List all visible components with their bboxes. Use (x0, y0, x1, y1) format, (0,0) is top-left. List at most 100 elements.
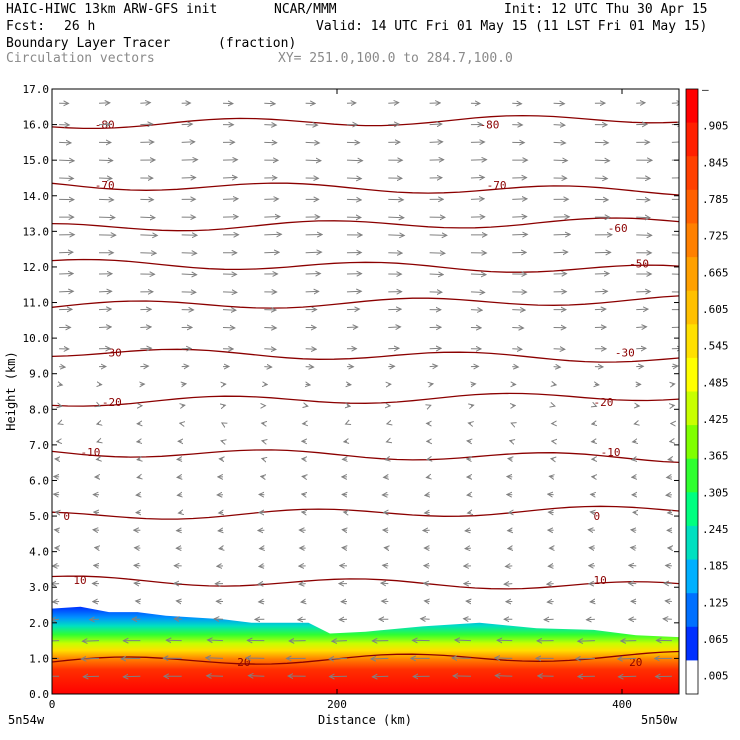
temperature-contour (52, 258, 679, 273)
circulation-vector (59, 384, 62, 385)
circulation-vector (305, 367, 314, 368)
colorbar-segment (686, 156, 698, 191)
circulation-vector (59, 178, 73, 179)
circulation-vector (264, 349, 276, 350)
circulation-vector (258, 584, 265, 585)
contour-label: 0 (594, 510, 601, 523)
circulation-vector (99, 178, 112, 179)
circulation-vector (182, 384, 186, 385)
contour-label: -20 (102, 396, 122, 409)
circulation-vector (347, 406, 350, 407)
colorbar-label: .845 (702, 156, 729, 169)
circulation-vector (344, 512, 347, 513)
y-tick-label: 13.0 (23, 225, 50, 238)
circulation-vector (140, 124, 152, 125)
colorbar-segment (686, 593, 698, 628)
circulation-vector (470, 199, 484, 200)
cross-section-endpoints: XY= 251.0,100.0 to 284.7,100.0 (278, 51, 513, 66)
circulation-vector (97, 441, 99, 442)
circulation-vector (388, 327, 400, 328)
circulation-vector (671, 234, 679, 236)
contour-label: -60 (608, 222, 628, 235)
contour-label: -80 (95, 119, 115, 132)
circulation-vector (430, 384, 433, 385)
circulation-vector (97, 424, 99, 425)
circulation-vector (465, 530, 472, 531)
circulation-vector (305, 274, 321, 275)
circulation-vector (429, 124, 442, 125)
circulation-vector (381, 583, 389, 584)
circulation-vector (594, 291, 607, 292)
colorbar-label: .605 (702, 303, 729, 316)
circulation-vector (468, 513, 471, 514)
circulation-vector (425, 495, 430, 496)
circulation-vector (179, 513, 182, 514)
circulation-vector (632, 459, 636, 460)
y-tick-label: 12.0 (23, 261, 50, 274)
circulation-vector (512, 199, 527, 200)
circulation-vector (512, 103, 521, 104)
x-axis-title: Distance (km) (318, 713, 412, 727)
circulation-vector (219, 513, 223, 514)
y-tick-label: 16.0 (23, 119, 50, 132)
circulation-vector (547, 584, 554, 585)
colorbar-segment (686, 357, 698, 392)
circulation-vector (470, 274, 486, 275)
left-endpoint-label: 5n54w (8, 713, 45, 727)
circulation-vector (301, 601, 306, 602)
circulation-vector (261, 476, 265, 477)
temperature-contour (52, 650, 679, 665)
circulation-vector (594, 178, 607, 179)
circulation-vector (421, 619, 430, 620)
circulation-vector (208, 640, 224, 641)
circulation-vector (388, 348, 399, 349)
circulation-vector (181, 160, 198, 161)
circulation-vector (259, 566, 265, 567)
circulation-vector (592, 424, 595, 425)
colorbar-label: .245 (702, 523, 729, 536)
circulation-vector (504, 584, 513, 585)
circulation-vector (264, 327, 276, 328)
colorbar-segment (686, 492, 698, 527)
circulation-vector (342, 530, 347, 531)
circulation-vector (468, 423, 471, 424)
y-tick-label: 5.0 (29, 510, 49, 523)
temperature-contour (52, 348, 679, 363)
circulation-vector (388, 217, 404, 218)
circulation-vector (553, 252, 568, 253)
circulation-vector (590, 512, 595, 513)
circulation-vector (140, 348, 151, 349)
contour-label: 20 (629, 656, 642, 669)
circulation-vector (222, 310, 236, 311)
circulation-vector (512, 234, 527, 235)
colorbar-segment (686, 391, 698, 426)
circulation-vector (218, 530, 223, 531)
circulation-vector (95, 548, 99, 549)
circulation-vector (455, 640, 471, 641)
circulation-vector (59, 252, 73, 253)
model-title: HAIC-HIWC 13km ARW-GFS init (6, 2, 218, 17)
forecast-hour: 26 h (64, 19, 96, 34)
circulation-vector (512, 327, 523, 328)
temperature-contour (52, 217, 679, 232)
circulation-vector (181, 253, 197, 254)
circulation-vector (666, 495, 672, 496)
contour-label: -70 (95, 179, 115, 192)
circulation-vector (594, 274, 609, 275)
circulation-vector (495, 658, 513, 659)
circulation-vector (346, 291, 361, 292)
circulation-vector (99, 291, 112, 292)
y-tick-label: 9.0 (29, 368, 49, 381)
circulation-vector (305, 125, 318, 126)
circulation-vector (264, 103, 275, 104)
circulation-vector (55, 512, 59, 513)
colorbar-label: .785 (702, 193, 729, 206)
circulation-vector (429, 253, 445, 254)
circulation-vector (305, 142, 320, 143)
circulation-vector (222, 177, 237, 178)
circulation-vector (137, 477, 140, 478)
circulation-vector (425, 513, 430, 514)
x-tick-label: 400 (612, 698, 632, 711)
circulation-vector (53, 601, 60, 602)
circulation-vector (636, 217, 650, 218)
